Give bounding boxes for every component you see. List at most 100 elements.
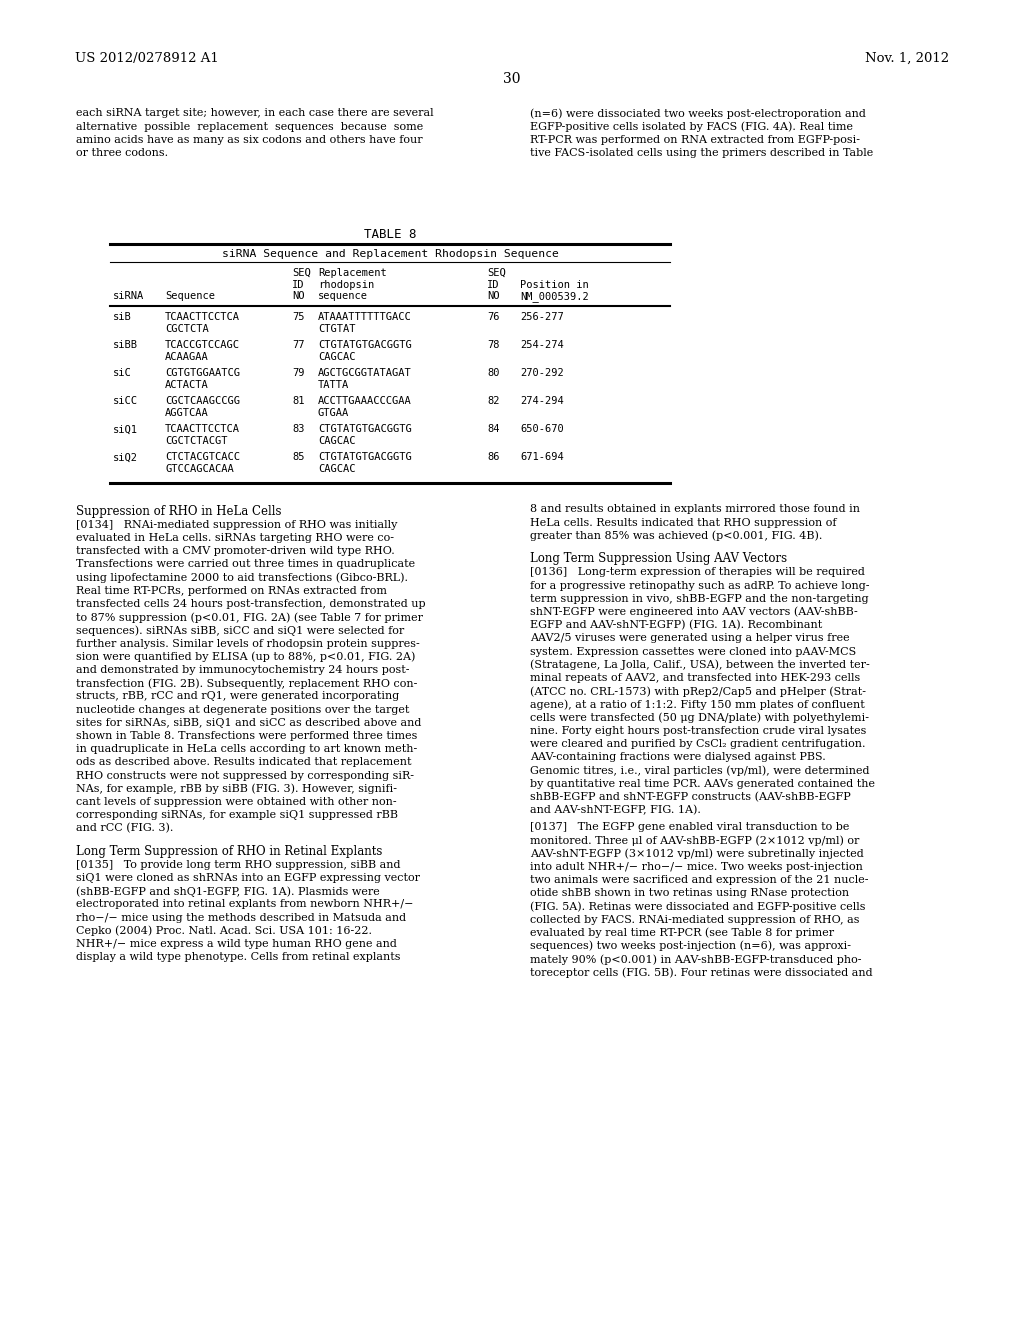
- Text: Sequence: Sequence: [165, 290, 215, 301]
- Text: amino acids have as many as six codons and others have four: amino acids have as many as six codons a…: [76, 135, 423, 145]
- Text: (FIG. 5A). Retinas were dissociated and EGFP-positive cells: (FIG. 5A). Retinas were dissociated and …: [530, 902, 865, 912]
- Text: SEQ: SEQ: [292, 268, 310, 279]
- Text: 256-277: 256-277: [520, 313, 564, 322]
- Text: 80: 80: [487, 368, 500, 379]
- Text: 78: 78: [487, 341, 500, 351]
- Text: HeLa cells. Results indicated that RHO suppression of: HeLa cells. Results indicated that RHO s…: [530, 517, 837, 528]
- Text: 274-294: 274-294: [520, 396, 564, 407]
- Text: minal repeats of AAV2, and transfected into HEK-293 cells: minal repeats of AAV2, and transfected i…: [530, 673, 860, 682]
- Text: 30: 30: [503, 73, 521, 86]
- Text: into adult NHR+/− rho−/− mice. Two weeks post-injection: into adult NHR+/− rho−/− mice. Two weeks…: [530, 862, 863, 871]
- Text: sequence: sequence: [318, 290, 368, 301]
- Text: AGGTCAA: AGGTCAA: [165, 408, 209, 418]
- Text: cells were transfected (50 μg DNA/plate) with polyethylemi-: cells were transfected (50 μg DNA/plate)…: [530, 713, 869, 723]
- Text: ods as described above. Results indicated that replacement: ods as described above. Results indicate…: [76, 758, 412, 767]
- Text: ACTACTA: ACTACTA: [165, 380, 209, 389]
- Text: ID: ID: [292, 280, 304, 289]
- Text: corresponding siRNAs, for example siQ1 suppressed rBB: corresponding siRNAs, for example siQ1 s…: [76, 810, 398, 820]
- Text: AAV-containing fractions were dialysed against PBS.: AAV-containing fractions were dialysed a…: [530, 752, 825, 762]
- Text: siCC: siCC: [113, 396, 138, 407]
- Text: CGCTCTA: CGCTCTA: [165, 323, 209, 334]
- Text: siBB: siBB: [113, 341, 138, 351]
- Text: RT-PCR was performed on RNA extracted from EGFP-posi-: RT-PCR was performed on RNA extracted fr…: [530, 135, 860, 145]
- Text: ATAAATTTTTTGACC: ATAAATTTTTTGACC: [318, 313, 412, 322]
- Text: siB: siB: [113, 313, 132, 322]
- Text: NAs, for example, rBB by siBB (FIG. 3). However, signifi-: NAs, for example, rBB by siBB (FIG. 3). …: [76, 784, 397, 795]
- Text: otide shBB shown in two retinas using RNase protection: otide shBB shown in two retinas using RN…: [530, 888, 849, 898]
- Text: [0135]   To provide long term RHO suppression, siBB and: [0135] To provide long term RHO suppress…: [76, 859, 400, 870]
- Text: CTGTATGTGACGGTG: CTGTATGTGACGGTG: [318, 453, 412, 462]
- Text: ACAAGAA: ACAAGAA: [165, 352, 209, 362]
- Text: GTGAA: GTGAA: [318, 408, 349, 418]
- Text: siRNA Sequence and Replacement Rhodopsin Sequence: siRNA Sequence and Replacement Rhodopsin…: [221, 249, 558, 259]
- Text: 270-292: 270-292: [520, 368, 564, 379]
- Text: transfected cells 24 hours post-transfection, demonstrated up: transfected cells 24 hours post-transfec…: [76, 599, 426, 609]
- Text: were cleared and purified by CsCl₂ gradient centrifugation.: were cleared and purified by CsCl₂ gradi…: [530, 739, 865, 748]
- Text: TCAACTTCCTCA: TCAACTTCCTCA: [165, 425, 240, 434]
- Text: AAV2/5 viruses were generated using a helper virus free: AAV2/5 viruses were generated using a he…: [530, 634, 850, 643]
- Text: [0136]   Long-term expression of therapies will be required: [0136] Long-term expression of therapies…: [530, 568, 865, 577]
- Text: or three codons.: or three codons.: [76, 149, 168, 158]
- Text: evaluated in HeLa cells. siRNAs targeting RHO were co-: evaluated in HeLa cells. siRNAs targetin…: [76, 533, 394, 543]
- Text: Position in: Position in: [520, 280, 589, 289]
- Text: ID: ID: [487, 280, 500, 289]
- Text: ACCTTGAAACCCGAA: ACCTTGAAACCCGAA: [318, 396, 412, 407]
- Text: 77: 77: [292, 341, 304, 351]
- Text: (shBB-EGFP and shQ1-EGFP, FIG. 1A). Plasmids were: (shBB-EGFP and shQ1-EGFP, FIG. 1A). Plas…: [76, 886, 380, 896]
- Text: system. Expression cassettes were cloned into pAAV-MCS: system. Expression cassettes were cloned…: [530, 647, 856, 656]
- Text: EGFP and AAV-shNT-EGFP) (FIG. 1A). Recombinant: EGFP and AAV-shNT-EGFP) (FIG. 1A). Recom…: [530, 620, 822, 631]
- Text: transfection (FIG. 2B). Subsequently, replacement RHO con-: transfection (FIG. 2B). Subsequently, re…: [76, 678, 418, 689]
- Text: rho−/− mice using the methods described in Matsuda and: rho−/− mice using the methods described …: [76, 912, 407, 923]
- Text: siQ2: siQ2: [113, 453, 138, 462]
- Text: 82: 82: [487, 396, 500, 407]
- Text: Long Term Suppression of RHO in Retinal Explants: Long Term Suppression of RHO in Retinal …: [76, 845, 382, 858]
- Text: 83: 83: [292, 425, 304, 434]
- Text: 84: 84: [487, 425, 500, 434]
- Text: CTGTAT: CTGTAT: [318, 323, 355, 334]
- Text: shown in Table 8. Transfections were performed three times: shown in Table 8. Transfections were per…: [76, 731, 418, 741]
- Text: CGCTCTACGT: CGCTCTACGT: [165, 436, 227, 446]
- Text: sequences) two weeks post-injection (n=6), was approxi-: sequences) two weeks post-injection (n=6…: [530, 941, 851, 952]
- Text: EGFP-positive cells isolated by FACS (FIG. 4A). Real time: EGFP-positive cells isolated by FACS (FI…: [530, 121, 853, 132]
- Text: and rCC (FIG. 3).: and rCC (FIG. 3).: [76, 824, 173, 834]
- Text: US 2012/0278912 A1: US 2012/0278912 A1: [75, 51, 219, 65]
- Text: [0134]   RNAi-mediated suppression of RHO was initially: [0134] RNAi-mediated suppression of RHO …: [76, 520, 397, 529]
- Text: 650-670: 650-670: [520, 425, 564, 434]
- Text: 85: 85: [292, 453, 304, 462]
- Text: mately 90% (p<0.001) in AAV-shBB-EGFP-transduced pho-: mately 90% (p<0.001) in AAV-shBB-EGFP-tr…: [530, 954, 861, 965]
- Text: Replacement: Replacement: [318, 268, 387, 279]
- Text: nucleotide changes at degenerate positions over the target: nucleotide changes at degenerate positio…: [76, 705, 410, 714]
- Text: tive FACS-isolated cells using the primers described in Table: tive FACS-isolated cells using the prime…: [530, 149, 873, 158]
- Text: CGCTCAAGCCGG: CGCTCAAGCCGG: [165, 396, 240, 407]
- Text: sequences). siRNAs siBB, siCC and siQ1 were selected for: sequences). siRNAs siBB, siCC and siQ1 w…: [76, 626, 404, 636]
- Text: monitored. Three μl of AAV-shBB-EGFP (2×1012 vp/ml) or: monitored. Three μl of AAV-shBB-EGFP (2×…: [530, 836, 859, 846]
- Text: siQ1 were cloned as shRNAs into an EGFP expressing vector: siQ1 were cloned as shRNAs into an EGFP …: [76, 873, 420, 883]
- Text: greater than 85% was achieved (p<0.001, FIG. 4B).: greater than 85% was achieved (p<0.001, …: [530, 531, 822, 541]
- Text: 671-694: 671-694: [520, 453, 564, 462]
- Text: transfected with a CMV promoter-driven wild type RHO.: transfected with a CMV promoter-driven w…: [76, 546, 394, 556]
- Text: and AAV-shNT-EGFP, FIG. 1A).: and AAV-shNT-EGFP, FIG. 1A).: [530, 805, 700, 816]
- Text: TCACCGTCCAGC: TCACCGTCCAGC: [165, 341, 240, 351]
- Text: to 87% suppression (p<0.01, FIG. 2A) (see Table 7 for primer: to 87% suppression (p<0.01, FIG. 2A) (se…: [76, 612, 423, 623]
- Text: sites for siRNAs, siBB, siQ1 and siCC as described above and: sites for siRNAs, siBB, siQ1 and siCC as…: [76, 718, 421, 727]
- Text: NO: NO: [292, 290, 304, 301]
- Text: agene), at a ratio of 1:1:2. Fifty 150 mm plates of confluent: agene), at a ratio of 1:1:2. Fifty 150 m…: [530, 700, 864, 710]
- Text: CGTGTGGAATCG: CGTGTGGAATCG: [165, 368, 240, 379]
- Text: [0137]   The EGFP gene enabled viral transduction to be: [0137] The EGFP gene enabled viral trans…: [530, 822, 849, 832]
- Text: evaluated by real time RT-PCR (see Table 8 for primer: evaluated by real time RT-PCR (see Table…: [530, 928, 835, 939]
- Text: NO: NO: [487, 290, 500, 301]
- Text: CAGCAC: CAGCAC: [318, 465, 355, 474]
- Text: cant levels of suppression were obtained with other non-: cant levels of suppression were obtained…: [76, 797, 396, 807]
- Text: Long Term Suppression Using AAV Vectors: Long Term Suppression Using AAV Vectors: [530, 552, 787, 565]
- Text: rhodopsin: rhodopsin: [318, 280, 374, 289]
- Text: Suppression of RHO in HeLa Cells: Suppression of RHO in HeLa Cells: [76, 504, 282, 517]
- Text: 254-274: 254-274: [520, 341, 564, 351]
- Text: by quantitative real time PCR. AAVs generated contained the: by quantitative real time PCR. AAVs gene…: [530, 779, 874, 788]
- Text: in quadruplicate in HeLa cells according to art known meth-: in quadruplicate in HeLa cells according…: [76, 744, 417, 754]
- Text: AGCTGCGGTATAGAT: AGCTGCGGTATAGAT: [318, 368, 412, 379]
- Text: collected by FACS. RNAi-mediated suppression of RHO, as: collected by FACS. RNAi-mediated suppres…: [530, 915, 859, 924]
- Text: using lipofectamine 2000 to aid transfections (Gibco-BRL).: using lipofectamine 2000 to aid transfec…: [76, 573, 408, 583]
- Text: 86: 86: [487, 453, 500, 462]
- Text: siRNA: siRNA: [113, 290, 144, 301]
- Text: alternative  possible  replacement  sequences  because  some: alternative possible replacement sequenc…: [76, 121, 423, 132]
